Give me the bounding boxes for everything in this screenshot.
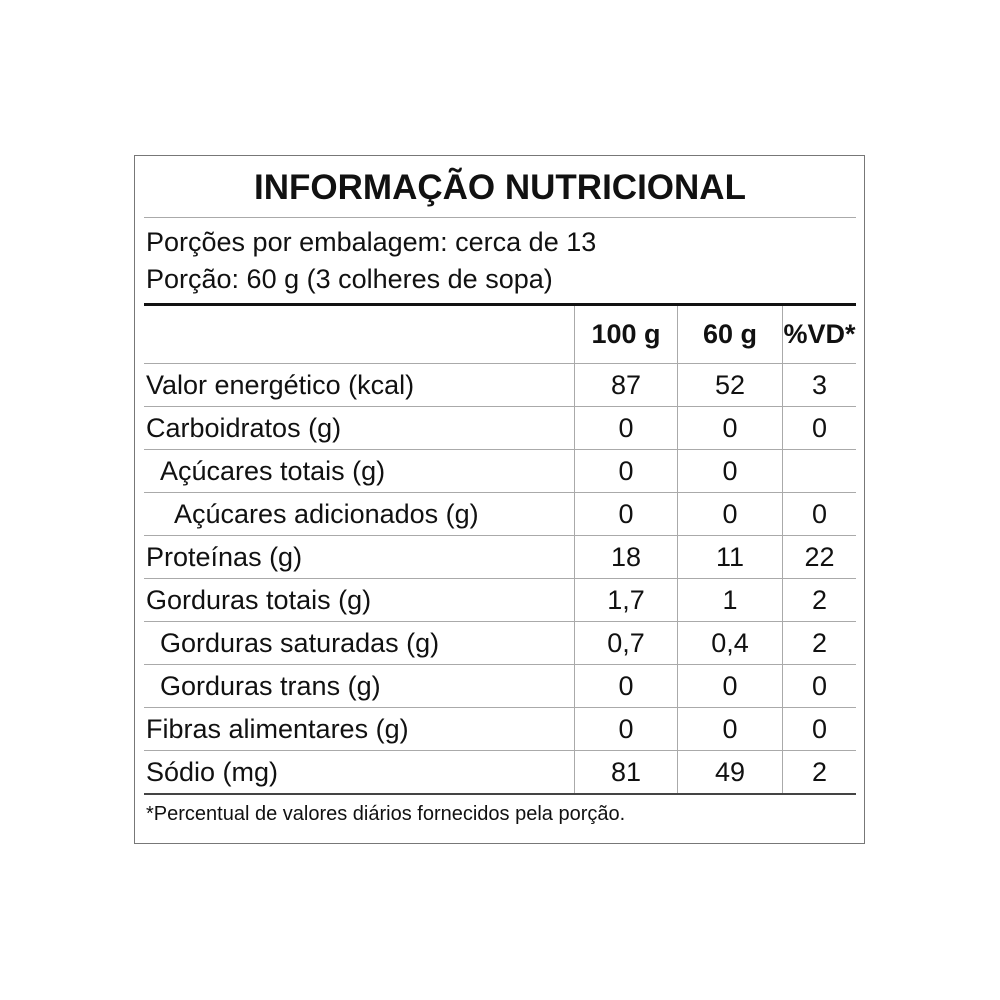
table-row: Fibras alimentares (g) 0 0 0	[144, 707, 856, 751]
label-title: INFORMAÇÃO NUTRICIONAL	[254, 168, 746, 207]
table-row: Proteínas (g) 18 11 22	[144, 535, 856, 579]
column-header-vd: %VD*	[782, 306, 856, 364]
nutrient-label: Valor energético (kcal)	[144, 363, 575, 407]
table-row: Gorduras saturadas (g) 0,7 0,4 2	[144, 621, 856, 665]
nutrient-label: Fibras alimentares (g)	[144, 707, 575, 751]
nutrient-label: Proteínas (g)	[144, 535, 575, 579]
value-daily-percent: 0	[782, 406, 856, 450]
value-per-serving: 0	[677, 449, 783, 493]
serving-size: Porção: 60 g (3 colheres de sopa)	[146, 264, 553, 294]
nutrient-label: Açúcares totais (g)	[144, 449, 575, 493]
value-per-100g: 18	[574, 535, 678, 579]
value-daily-percent: 0	[782, 664, 856, 708]
value-per-serving: 11	[677, 535, 783, 579]
value-per-serving: 0	[677, 707, 783, 751]
value-daily-percent: 0	[782, 492, 856, 536]
value-daily-percent: 0	[782, 707, 856, 751]
value-daily-percent: 3	[782, 363, 856, 407]
divider-thick	[144, 303, 856, 306]
table-row: Valor energético (kcal) 87 52 3	[144, 363, 856, 407]
table-row: Gorduras trans (g) 0 0 0	[144, 664, 856, 708]
value-per-100g: 0,7	[574, 621, 678, 665]
table-row: Sódio (mg) 81 49 2	[144, 750, 856, 795]
column-header-serving: 60 g	[677, 306, 783, 364]
value-per-100g: 0	[574, 449, 678, 493]
table-header-row: 100 g 60 g %VD*	[144, 306, 856, 364]
value-daily-percent	[782, 449, 856, 493]
value-daily-percent: 2	[782, 750, 856, 795]
value-per-100g: 87	[574, 363, 678, 407]
value-daily-percent: 22	[782, 535, 856, 579]
servings-per-package: Porções por embalagem: cerca de 13	[146, 227, 597, 257]
table-row: Açúcares adicionados (g) 0 0 0	[144, 492, 856, 536]
value-per-serving: 52	[677, 363, 783, 407]
value-per-100g: 0	[574, 664, 678, 708]
footnote: *Percentual de valores diários fornecido…	[146, 803, 626, 825]
nutrient-label: Sódio (mg)	[144, 750, 575, 795]
value-per-serving: 0	[677, 492, 783, 536]
value-per-100g: 81	[574, 750, 678, 795]
value-daily-percent: 2	[782, 621, 856, 665]
column-header-100g: 100 g	[574, 306, 678, 364]
nutrient-label: Gorduras totais (g)	[144, 578, 575, 622]
divider	[144, 217, 856, 218]
value-per-100g: 1,7	[574, 578, 678, 622]
nutrient-label: Carboidratos (g)	[144, 406, 575, 450]
nutrient-label: Gorduras trans (g)	[144, 664, 575, 708]
value-per-serving: 49	[677, 750, 783, 795]
table-row: Carboidratos (g) 0 0 0	[144, 406, 856, 450]
table-row: Açúcares totais (g) 0 0	[144, 449, 856, 493]
value-per-100g: 0	[574, 492, 678, 536]
column-header-nutrient	[144, 306, 575, 364]
table-row: Gorduras totais (g) 1,7 1 2	[144, 578, 856, 622]
value-per-100g: 0	[574, 707, 678, 751]
nutrition-table: 100 g 60 g %VD* Valor energético (kcal) 8…	[144, 306, 856, 795]
value-daily-percent: 2	[782, 578, 856, 622]
value-per-100g: 0	[574, 406, 678, 450]
value-per-serving: 0,4	[677, 621, 783, 665]
nutrient-label: Açúcares adicionados (g)	[144, 492, 575, 536]
nutrient-label: Gorduras saturadas (g)	[144, 621, 575, 665]
value-per-serving: 0	[677, 664, 783, 708]
nutrition-label-frame	[134, 155, 865, 844]
value-per-serving: 0	[677, 406, 783, 450]
value-per-serving: 1	[677, 578, 783, 622]
